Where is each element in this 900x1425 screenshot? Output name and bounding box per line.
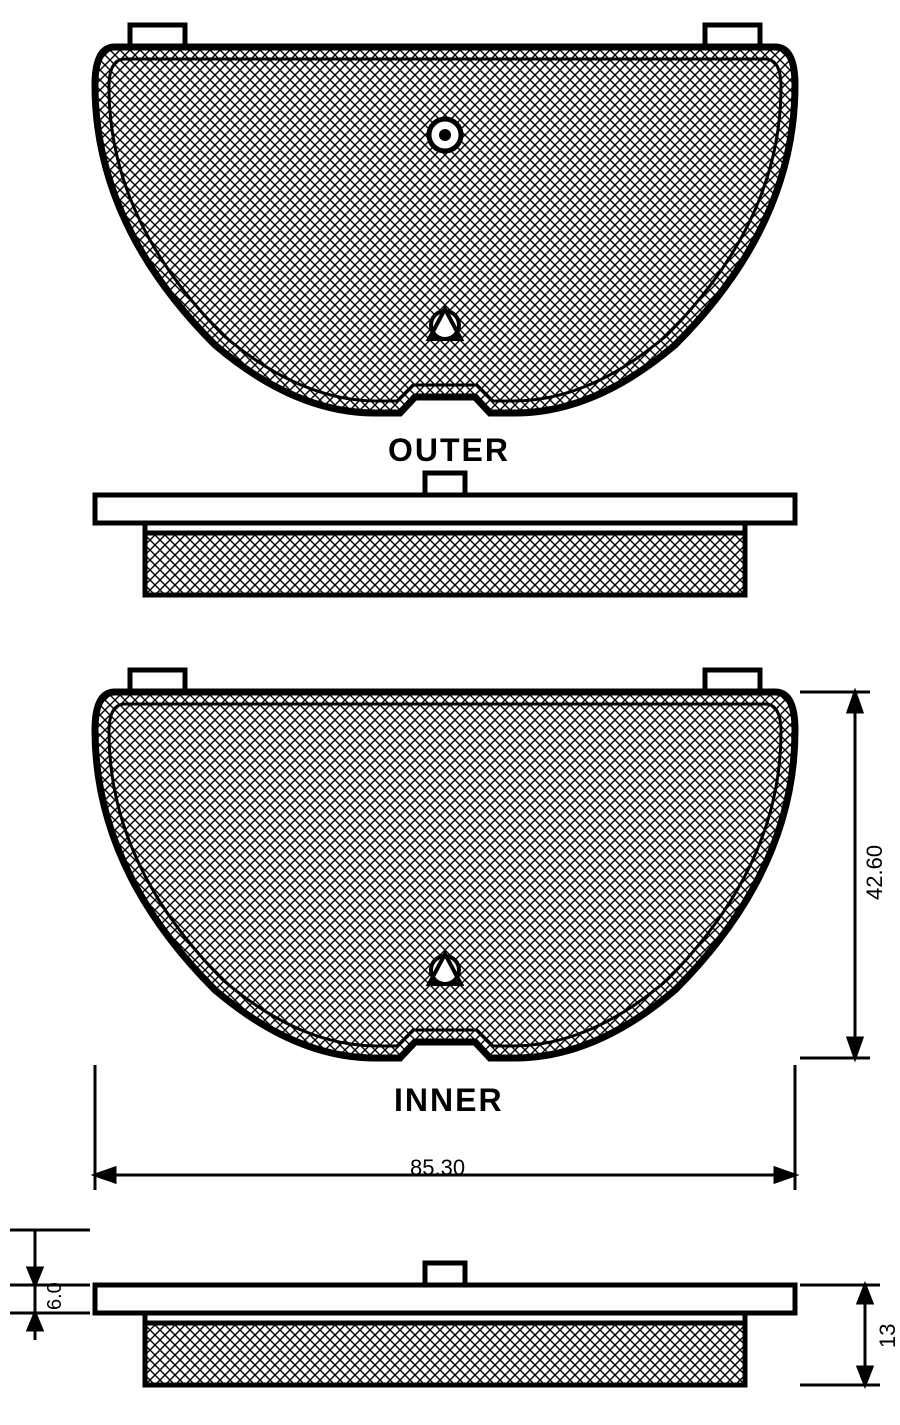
width-value: 85.30 [410,1155,465,1181]
inner-label: INNER [394,1082,504,1119]
brake-pad-diagram: OUTER INNER 85.30 42.60 13 6.0 [0,0,900,1425]
inner-side-view [95,1263,795,1385]
diagram-svg [0,0,900,1425]
height-dimension [800,692,870,1058]
thickness-dimension [800,1285,880,1385]
outer-label: OUTER [388,432,510,469]
outer-side-view [95,473,795,595]
outer-face-view [95,25,795,413]
thickness-value: 13 [875,1324,900,1348]
plate-value: 6.0 [44,1282,67,1310]
inner-face-view [95,670,795,1058]
height-value: 42.60 [862,845,888,900]
